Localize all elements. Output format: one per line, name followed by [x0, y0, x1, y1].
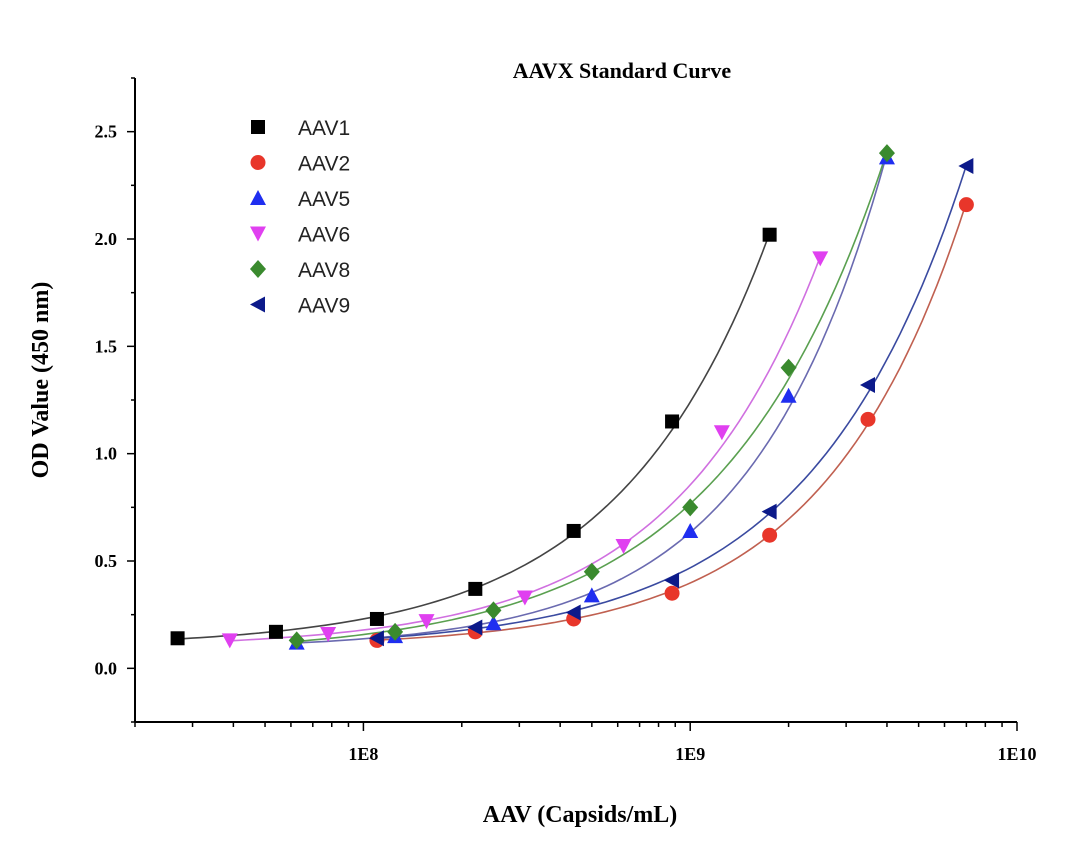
chart-title: AAVX Standard Curve: [513, 58, 732, 83]
series-aav6-point: [713, 425, 730, 441]
series-aav1-fit-line: [177, 233, 771, 640]
series-aav1-point: [369, 611, 384, 626]
series-aav5-point: [485, 615, 502, 631]
series-aav1-point: [268, 624, 283, 639]
legend-label-aav5: AAV5: [298, 188, 350, 211]
series-aav9-fit-line: [376, 164, 968, 640]
legend-marker-aav9: [250, 296, 265, 313]
legend-item-aav6: AAV6: [250, 224, 350, 247]
x-tick-label: 1E9: [675, 744, 705, 764]
series-aav6-point: [320, 626, 337, 642]
series-aav9-point: [565, 604, 581, 621]
series-aav8-point: [387, 622, 404, 641]
series-aav9-point: [368, 630, 384, 647]
legend-label-aav6: AAV6: [298, 224, 350, 247]
series-aav6-point: [221, 633, 238, 649]
legend: AAV1 AAV2 AAV5 AAV6 AAV8 AAV9: [250, 117, 350, 318]
series-aav9-point: [958, 158, 974, 175]
y-tick-label: 0.5: [95, 551, 118, 571]
legend-label-aav1: AAV1: [298, 117, 350, 140]
axes: 0.0 0.5 1.0 1.5 2.0 2.5 1E8 1E9 1E10: [95, 77, 1037, 764]
legend-marker-aav8: [250, 260, 266, 278]
series-aav9-point: [467, 619, 483, 636]
series-aav2-point: [958, 197, 974, 213]
legend-item-aav5: AAV5: [250, 188, 350, 211]
legend-item-aav2: AAV2: [250, 153, 350, 176]
series-aav6-point: [418, 614, 435, 630]
series-aav5-point: [583, 587, 600, 603]
series-aav2-point: [860, 411, 876, 427]
legend-item-aav1: AAV1: [251, 117, 350, 140]
legend-marker-aav5: [250, 190, 266, 205]
data-points: [170, 144, 974, 650]
legend-item-aav8: AAV8: [250, 259, 350, 282]
series-aav6-point: [615, 538, 632, 554]
y-tick-label: 0.0: [95, 658, 118, 678]
series-aav8-point: [682, 498, 699, 517]
x-tick-label: 1E8: [348, 744, 378, 764]
legend-item-aav9: AAV9: [250, 295, 350, 318]
legend-label-aav8: AAV8: [298, 259, 350, 282]
y-tick-label: 2.0: [95, 229, 118, 249]
series-aav9-point: [761, 503, 777, 520]
series-aav8-point: [780, 358, 797, 377]
series-aav9-point: [664, 572, 680, 589]
series-aav8-point: [878, 144, 895, 163]
series-aav1-point: [566, 523, 581, 538]
series-aav5-point: [780, 387, 797, 403]
legend-label-aav9: AAV9: [298, 295, 350, 318]
legend-marker-aav2: [250, 155, 266, 170]
fit-curves: [177, 151, 968, 644]
series-aav2-point: [762, 527, 778, 543]
series-aav6-point: [812, 251, 829, 267]
y-tick-label: 1.5: [95, 336, 118, 356]
series-aav1-point: [170, 631, 185, 646]
x-tick-label: 1E10: [997, 744, 1036, 764]
y-tick-label: 1.0: [95, 444, 118, 464]
series-aav8-point: [583, 562, 600, 581]
series-aav1-point: [468, 581, 483, 596]
legend-marker-aav1: [251, 120, 265, 134]
x-axis-label: AAV (Capsids/mL): [483, 802, 678, 828]
series-aav6-point: [516, 590, 533, 606]
series-aav1-point: [762, 227, 777, 242]
series-aav5-point: [682, 522, 699, 538]
series-aav8-point: [485, 601, 502, 620]
series-aav9-point: [860, 376, 876, 393]
series-aav2-point: [664, 585, 680, 601]
y-axis-label: OD Value (450 nm): [28, 282, 54, 479]
legend-marker-aav6: [250, 226, 266, 242]
legend-label-aav2: AAV2: [298, 153, 350, 176]
y-tick-label: 2.5: [95, 122, 118, 142]
series-aav1-point: [665, 414, 680, 429]
series-aav8-point: [288, 631, 305, 650]
